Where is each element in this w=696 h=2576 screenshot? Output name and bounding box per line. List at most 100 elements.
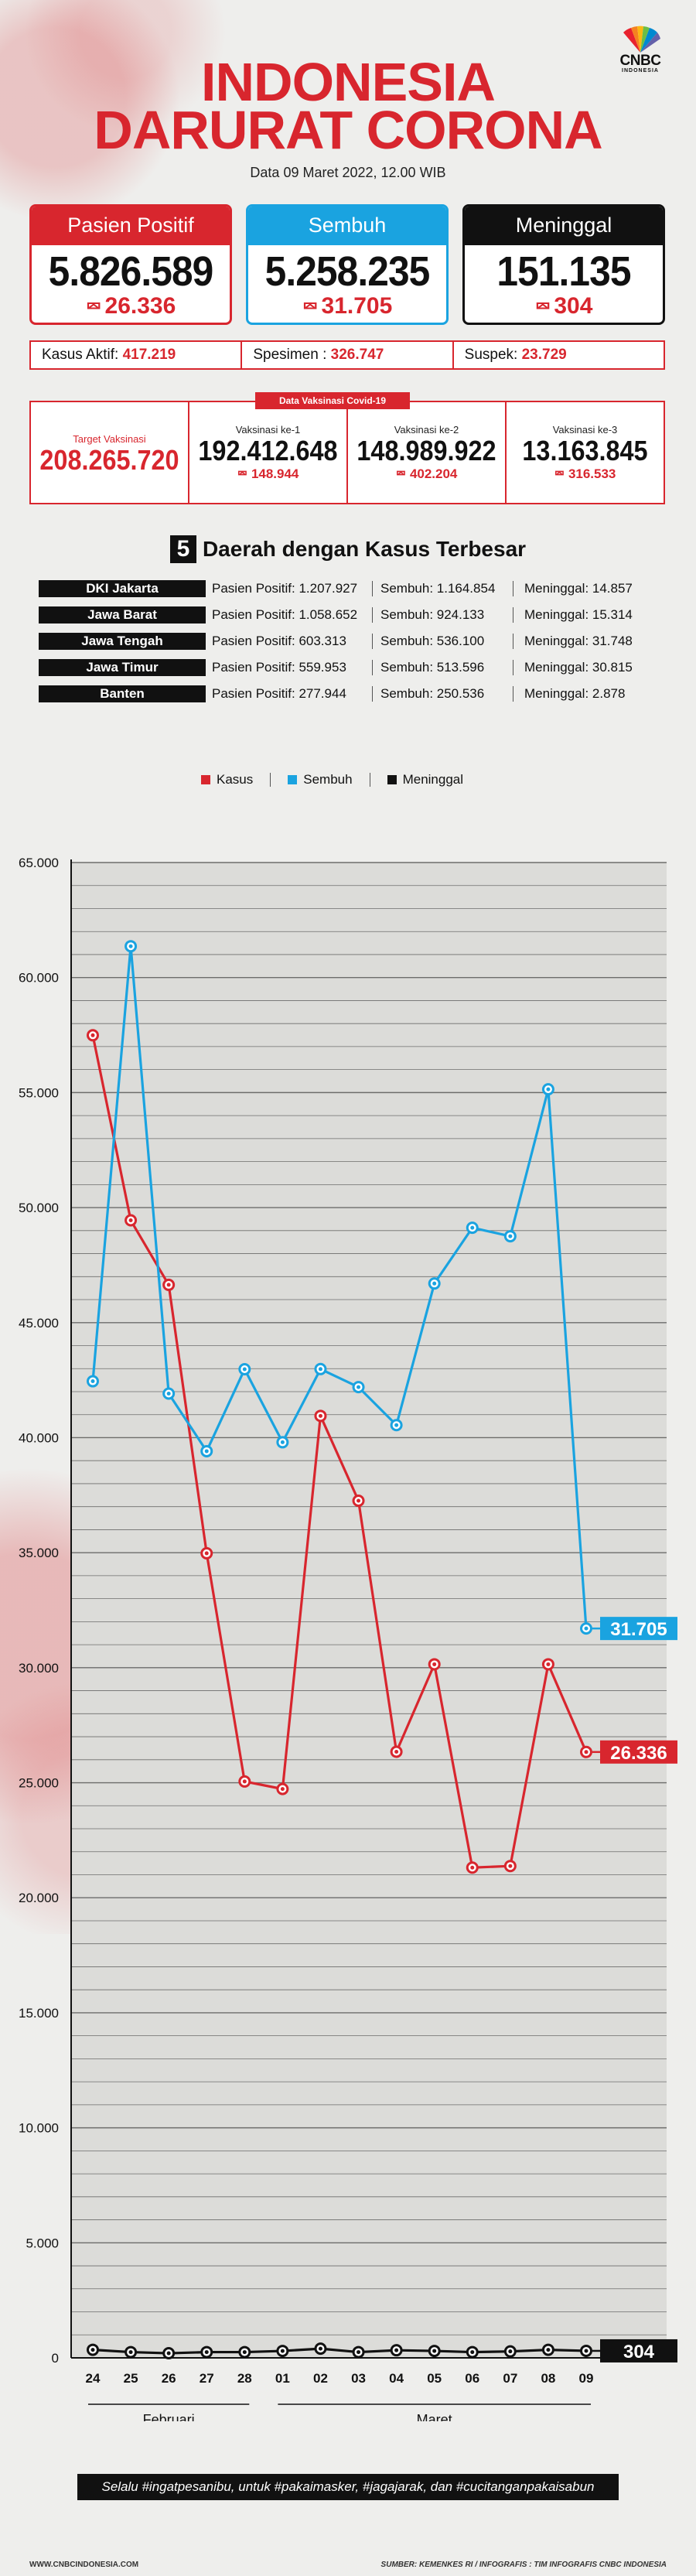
region-name: Banten — [39, 685, 206, 702]
chevron-up-icon: ⮹ — [534, 295, 551, 318]
stat-label-positif: Pasien Positif — [32, 207, 230, 245]
region-row: Jawa Barat Pasien Positif: 1.058.652 Sem… — [39, 606, 657, 624]
legend-divider — [270, 773, 271, 787]
vaksinasi-dose1-delta: 148.944 — [251, 466, 299, 481]
y-tick-label: 35.000 — [19, 1546, 59, 1560]
x-tick-label: 02 — [313, 2371, 328, 2386]
footer-bottom: WWW.CNBCINDONESIA.COM SUMBER: KEMENKES R… — [0, 2554, 696, 2576]
month-label: Februari — [143, 2412, 195, 2421]
kasus-aktif: Kasus Aktif: 417.219 — [31, 342, 243, 368]
data-point-dot-meninggal — [166, 2351, 171, 2356]
data-point-dot-kasus — [128, 1218, 133, 1223]
data-point-dot-meninggal — [90, 2348, 95, 2352]
y-tick-label: 50.000 — [19, 1201, 59, 1215]
x-tick-label: 28 — [237, 2371, 252, 2386]
cnbc-logo: CNBC INDONESIA — [609, 25, 671, 80]
region-sembuh: Sembuh: 1.164.854 — [372, 581, 513, 596]
region-positif: Pasien Positif: 1.207.927 — [212, 581, 358, 596]
data-point-dot-kasus — [166, 1283, 171, 1287]
stat-delta-meninggal: 304 — [554, 293, 593, 319]
data-point-dot-sembuh — [508, 1234, 513, 1238]
chevron-up-icon: ⮹ — [302, 295, 319, 318]
data-point-dot-kasus — [318, 1413, 322, 1418]
chevron-up-icon: ⮹ — [395, 466, 410, 481]
stat-box-meninggal: Meninggal 151.135 ⮹ 304 — [462, 204, 665, 325]
region-name: Jawa Barat — [39, 606, 206, 624]
vaksinasi-dose3: Vaksinasi ke-3 13.163.845 ⮹ 316.533 — [507, 402, 664, 503]
region-meninggal: Meninggal: 14.857 — [513, 581, 652, 596]
y-tick-label: 20.000 — [19, 1891, 59, 1905]
data-point-dot-kasus — [357, 1498, 361, 1503]
legend-label: Kasus — [217, 772, 254, 787]
x-tick-label: 06 — [465, 2371, 479, 2386]
vaksinasi-target: Target Vaksinasi 208.265.720 — [31, 402, 189, 503]
x-tick-label: 04 — [389, 2371, 404, 2386]
stat-box-positif: Pasien Positif 5.826.589 ⮹ 26.336 — [29, 204, 232, 325]
vaksinasi-dose1-label: Vaksinasi ke-1 — [235, 424, 301, 436]
region-sembuh: Sembuh: 513.596 — [372, 660, 513, 675]
region-positif: Pasien Positif: 277.944 — [212, 686, 346, 701]
legend-item-kasus: Kasus — [201, 772, 253, 787]
y-tick-label: 25.000 — [19, 1776, 59, 1791]
region-meninggal: Meninggal: 2.878 — [513, 686, 652, 702]
footer-website: WWW.CNBCINDONESIA.COM — [29, 2561, 139, 2569]
region-name: Jawa Timur — [39, 659, 206, 676]
y-tick-label: 40.000 — [19, 1430, 59, 1445]
region-meninggal: Meninggal: 31.748 — [513, 634, 652, 649]
end-label-meninggal: 304 — [623, 2342, 655, 2362]
suspek-value: 23.729 — [521, 347, 567, 363]
logo-sub: INDONESIA — [622, 68, 659, 73]
data-point-dot-kasus — [546, 1662, 551, 1666]
y-tick-label: 60.000 — [19, 971, 59, 986]
stat-value-sembuh: 5.258.235 — [264, 248, 431, 295]
end-label-box — [600, 2339, 677, 2362]
data-point-dot-sembuh — [394, 1423, 399, 1427]
data-point-dot-kasus — [90, 1033, 95, 1037]
y-tick-label: 0 — [52, 2351, 59, 2366]
y-tick-label: 15.000 — [19, 2006, 59, 2021]
x-tick-label: 03 — [351, 2371, 366, 2386]
x-tick-label: 07 — [503, 2371, 517, 2386]
region-row: DKI Jakarta Pasien Positif: 1.207.927 Se… — [39, 579, 657, 598]
chart-legend: Kasus Sembuh Meninggal — [201, 772, 526, 787]
vaksinasi-dose1: Vaksinasi ke-1 192.412.648 ⮹ 148.944 — [189, 402, 348, 503]
x-tick-label: 24 — [86, 2371, 101, 2386]
region-positif: Pasien Positif: 559.953 — [212, 660, 346, 675]
vaksinasi-target-label: Target Vaksinasi — [73, 433, 146, 445]
x-tick-label: 05 — [427, 2371, 442, 2386]
vaksinasi-dose2-label: Vaksinasi ke-2 — [394, 424, 459, 436]
data-point-dot-meninggal — [204, 2350, 209, 2355]
data-point-dot-kasus — [394, 1749, 399, 1754]
region-sembuh: Sembuh: 924.133 — [372, 607, 513, 623]
stat-label-sembuh: Sembuh — [248, 207, 446, 245]
kasus-aktif-value: 417.219 — [122, 347, 176, 363]
data-point-dot-sembuh — [128, 944, 133, 948]
data-point-dot-meninggal — [357, 2350, 361, 2355]
data-point-dot-sembuh — [280, 1440, 285, 1444]
end-label-sembuh: 31.705 — [610, 1619, 667, 1640]
plot-area — [71, 863, 667, 2358]
y-tick-label: 5.000 — [26, 2236, 59, 2250]
stat-delta-sembuh: 31.705 — [321, 293, 393, 319]
stat-value-meninggal: 151.135 — [496, 248, 631, 295]
data-point-dot-sembuh — [470, 1225, 475, 1230]
peacock-icon — [617, 25, 664, 54]
spesimen-label: Spesimen : — [253, 347, 327, 363]
vaksinasi-dose1-value: 192.412.648 — [198, 435, 338, 466]
spesimen: Spesimen : 326.747 — [242, 342, 454, 368]
chevron-up-icon: ⮹ — [554, 466, 568, 481]
x-tick-label: 25 — [124, 2371, 138, 2386]
stat-delta-positif: 26.336 — [104, 293, 176, 319]
y-tick-label: 45.000 — [19, 1316, 59, 1331]
date-line: Data 09 Maret 2022, 12.00 WIB — [250, 165, 446, 180]
line-chart: 0 5.000 10.000 15.000 20.000 25.000 30.000 35.0… — [19, 856, 677, 2421]
vaksinasi-section-label: Data Vaksinasi Covid-19 — [255, 392, 410, 409]
daerah-title: 5 Daerah dengan Kasus Terbesar — [0, 535, 696, 563]
legend-swatch — [201, 775, 210, 784]
y-tick-label: 30.000 — [19, 1661, 59, 1676]
stat-box-sembuh: Sembuh 5.258.235 ⮹ 31.705 — [246, 204, 449, 325]
region-positif: Pasien Positif: 603.313 — [212, 634, 346, 648]
vaksinasi-dose2-delta: 402.204 — [409, 466, 458, 481]
data-point-dot-kasus — [470, 1865, 475, 1870]
legend-label: Meninggal — [402, 772, 464, 787]
